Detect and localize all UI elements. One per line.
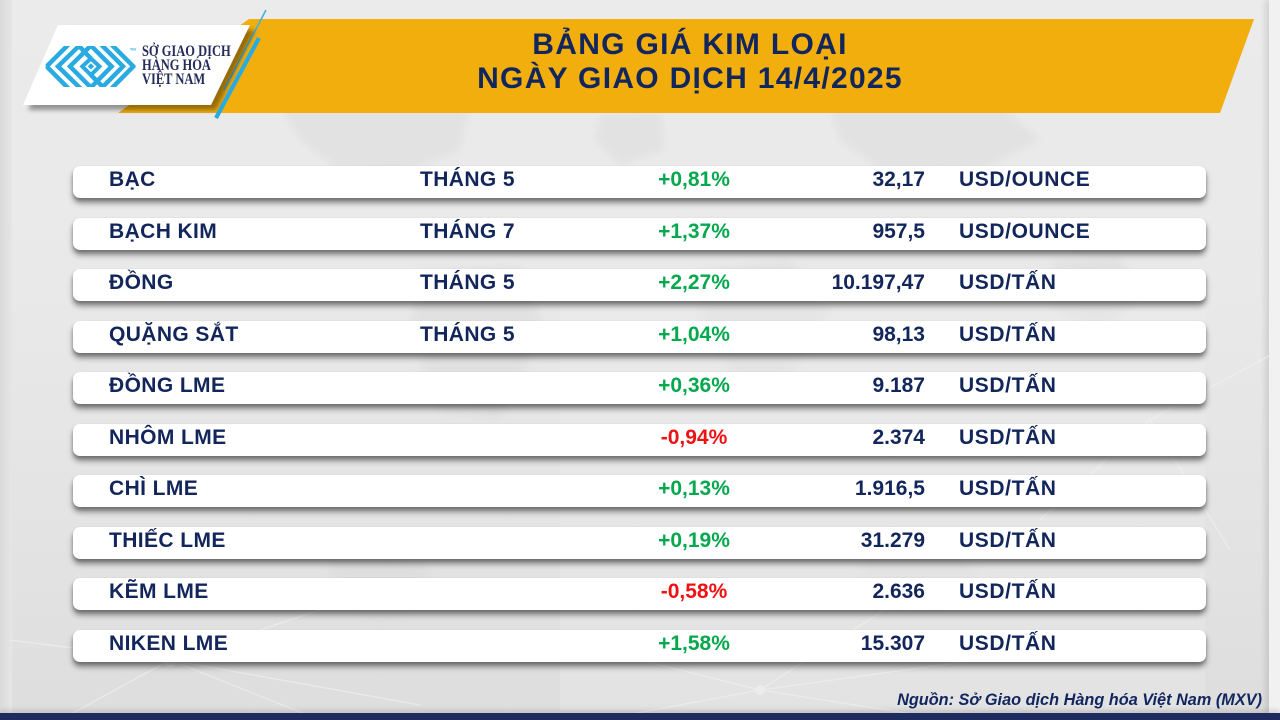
svg-text:™: ™ [130,48,137,55]
svg-text:SỞ GIAO DỊCH: SỞ GIAO DỊCH [142,42,231,61]
svg-text:HÀNG HÓA: HÀNG HÓA [142,56,211,75]
svg-text:VIỆT NAM: VIỆT NAM [142,70,206,89]
